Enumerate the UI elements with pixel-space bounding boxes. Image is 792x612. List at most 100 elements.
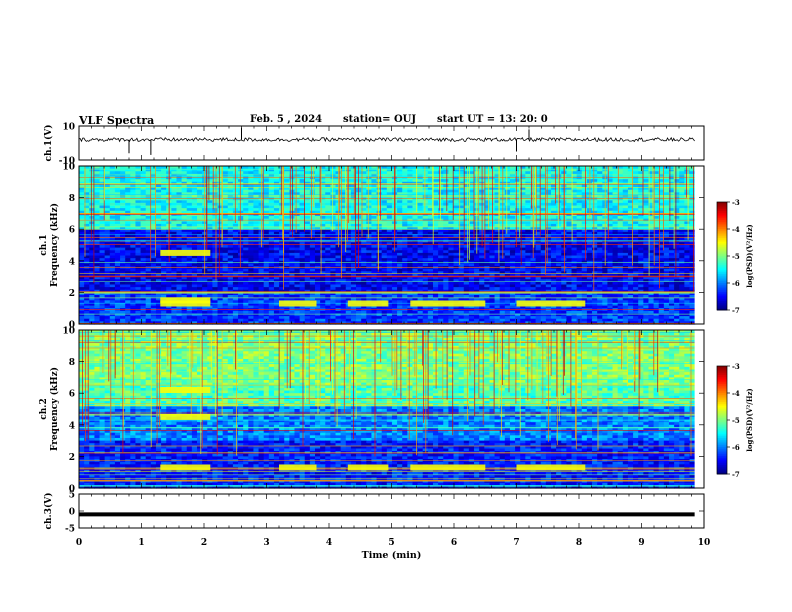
heatmap-cell — [273, 229, 280, 233]
heatmap-cell — [191, 221, 198, 225]
heatmap-cell — [109, 176, 116, 180]
heatmap-cell — [299, 173, 306, 178]
heatmap-cell — [576, 231, 583, 236]
heatmap-cell — [145, 229, 152, 233]
heatmap-cell — [581, 192, 588, 196]
heatmap-cell — [525, 245, 532, 249]
heatmap-cell — [109, 194, 116, 199]
heatmap-cell — [299, 210, 306, 214]
heatmap-cell — [597, 213, 603, 217]
heatmap-cell — [79, 216, 85, 220]
heatmap-cell — [381, 237, 388, 241]
heatmap-cell — [658, 168, 665, 172]
heatmap-cell — [422, 205, 429, 209]
heatmap-cell — [356, 245, 362, 249]
heatmap-cell — [622, 245, 629, 249]
heatmap-cell — [366, 231, 373, 236]
heatmap-cell — [135, 234, 142, 238]
heatmap-cell — [140, 213, 147, 217]
heatmap-cell — [386, 216, 393, 220]
heatmap-cell — [161, 166, 167, 170]
heatmap-cell — [622, 205, 629, 209]
heatmap-cell — [227, 208, 234, 212]
heatmap-cell — [350, 176, 357, 180]
heatmap-cell — [509, 231, 516, 236]
heatmap-cell — [314, 229, 321, 233]
heatmap-cell — [407, 213, 414, 217]
heatmap-cell — [304, 184, 311, 188]
heatmap-cell — [648, 247, 655, 251]
heatmap-cell — [607, 194, 614, 199]
heatmap-cell — [643, 187, 650, 191]
heatmap-cell — [525, 213, 532, 217]
heatmap-cell — [386, 176, 393, 180]
heatmap-cell — [658, 247, 665, 251]
heatmap-cell — [386, 223, 393, 228]
heatmap-cell — [94, 237, 101, 241]
heatmap-cell — [284, 200, 290, 204]
heatmap-cell — [397, 223, 403, 228]
heatmap-cell — [120, 223, 126, 228]
heatmap-cell — [556, 229, 562, 233]
heatmap-cell — [114, 247, 121, 251]
heatmap-cell — [653, 173, 660, 178]
heatmap-cell — [509, 208, 516, 212]
heatmap-cell — [633, 197, 639, 201]
heatmap-cell — [468, 208, 475, 212]
heatmap-cell — [432, 166, 439, 170]
heatmap-cell — [468, 200, 475, 204]
heatmap-cell — [648, 237, 655, 241]
heatmap-cell — [99, 205, 106, 209]
heatmap-cell — [104, 197, 111, 201]
heatmap-cell — [448, 210, 455, 214]
heatmap-cell — [99, 200, 106, 204]
heatmap-cell — [222, 187, 229, 191]
heatmap-cell — [658, 176, 665, 180]
heatmap-cell — [550, 245, 557, 249]
heatmap-cell — [289, 242, 296, 246]
heatmap-cell — [679, 223, 685, 228]
heatmap-cell — [268, 202, 275, 207]
heatmap-cell — [509, 202, 516, 207]
heatmap-cell — [417, 184, 424, 188]
heatmap-cell — [294, 247, 301, 251]
heatmap-cell — [186, 197, 193, 201]
heatmap-cell — [581, 242, 588, 246]
heatmap-cell — [366, 229, 373, 233]
heatmap-cell — [309, 226, 316, 230]
heatmap-cell — [284, 197, 290, 201]
heatmap-cell — [458, 231, 465, 236]
heatmap-cell — [468, 189, 475, 193]
heatmap-cell — [89, 245, 95, 249]
heatmap-cell — [279, 173, 285, 178]
heatmap-cell — [320, 189, 326, 193]
heatmap-cell — [658, 200, 665, 204]
heatmap-cell — [330, 216, 337, 220]
heatmap-cell — [622, 200, 629, 204]
heatmap-cell — [109, 226, 116, 230]
heatmap-cell — [468, 247, 475, 251]
heatmap-cell — [171, 247, 178, 251]
heatmap-cell — [504, 229, 511, 233]
heatmap-cell — [658, 237, 665, 241]
heatmap-cell — [155, 200, 162, 204]
heatmap-cell — [366, 213, 373, 217]
heatmap-cell — [314, 184, 321, 188]
heatmap-cell — [114, 194, 121, 199]
heatmap-cell — [222, 226, 229, 230]
heatmap-cell — [576, 223, 583, 228]
heatmap-cell — [658, 173, 665, 178]
heatmap-cell — [402, 200, 408, 204]
heatmap-cell — [309, 194, 316, 199]
heatmap-cell — [309, 229, 316, 233]
heatmap-cell — [535, 242, 542, 246]
heatmap-cell — [525, 210, 532, 214]
heatmap-cell — [299, 171, 306, 175]
heatmap-cell — [489, 252, 496, 257]
heatmap-cell — [145, 202, 152, 207]
heatmap-cell — [648, 171, 655, 175]
heatmap-cell — [658, 166, 665, 170]
heatmap-cell — [376, 216, 383, 220]
heatmap-cell — [612, 171, 619, 175]
heatmap-cell — [356, 213, 362, 217]
